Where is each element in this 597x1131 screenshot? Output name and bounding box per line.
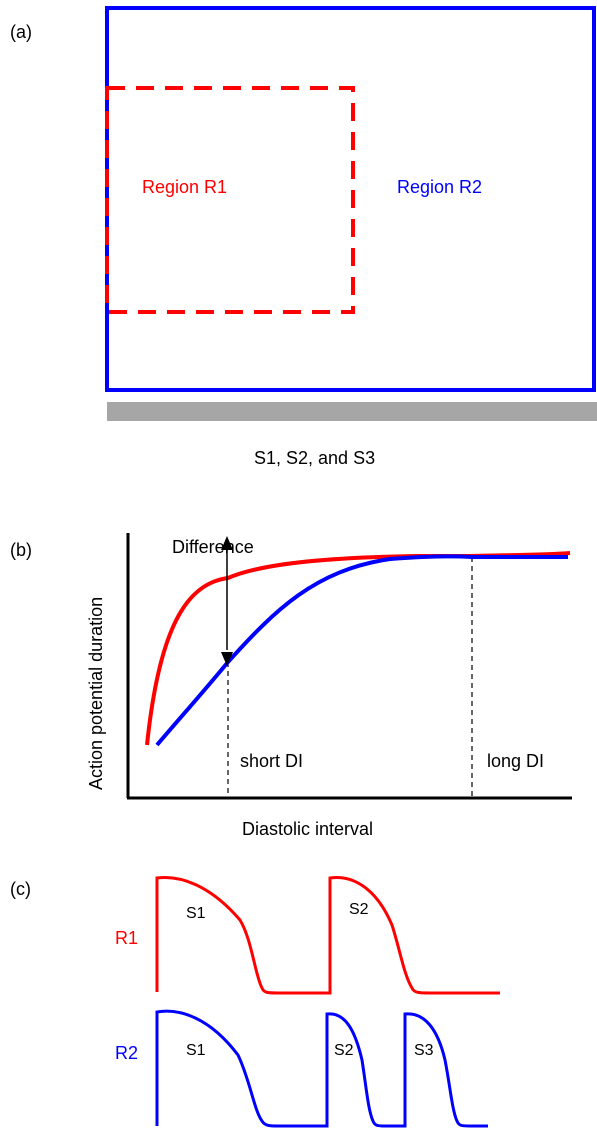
long-di-label: long DI: [487, 751, 544, 771]
r1-beat-s1-label: S1: [186, 905, 206, 922]
panel-b: (b) Action potential duration Diastolic …: [10, 533, 572, 839]
panel-c-tag: (c): [10, 879, 31, 899]
x-axis-label: Diastolic interval: [242, 819, 373, 839]
y-axis-label: Action potential duration: [86, 597, 106, 790]
difference-arrowhead-top: [221, 536, 233, 550]
region-r1-label: Region R1: [142, 177, 227, 197]
r2-beat-s2-label: S2: [334, 1042, 354, 1059]
short-di-label: short DI: [240, 751, 303, 771]
panel-a-tag: (a): [10, 22, 32, 42]
r1-trace-label: R1: [115, 928, 138, 948]
r2-restitution-curve: [155, 554, 568, 747]
difference-arrowhead-bottom: [221, 652, 233, 666]
stimulus-label: S1, S2, and S3: [254, 448, 375, 468]
difference-label: Difference: [172, 537, 254, 557]
r2-trace-label: R2: [115, 1043, 138, 1063]
region-r2-outline: [105, 6, 596, 392]
r2-action-potential-trace: [155, 1009, 488, 1128]
r1-action-potential-trace: [155, 876, 500, 995]
r2-beat-s1-label: S1: [186, 1042, 206, 1059]
r2-beat-s3-label: S3: [414, 1042, 434, 1059]
panel-a: (a) Region R1 Region R2 S1, S2, and S3: [10, 6, 597, 468]
region-r1-outline: [105, 86, 355, 314]
panel-c: (c) R1 S1 S2 R2 S1 S2 S3: [10, 876, 500, 1128]
r1-beat-s2-label: S2: [349, 901, 369, 918]
panel-b-tag: (b): [10, 540, 32, 560]
stimulus-bar: [107, 402, 597, 421]
region-r2-label: Region R2: [397, 177, 482, 197]
r1-restitution-curve: [145, 551, 571, 746]
